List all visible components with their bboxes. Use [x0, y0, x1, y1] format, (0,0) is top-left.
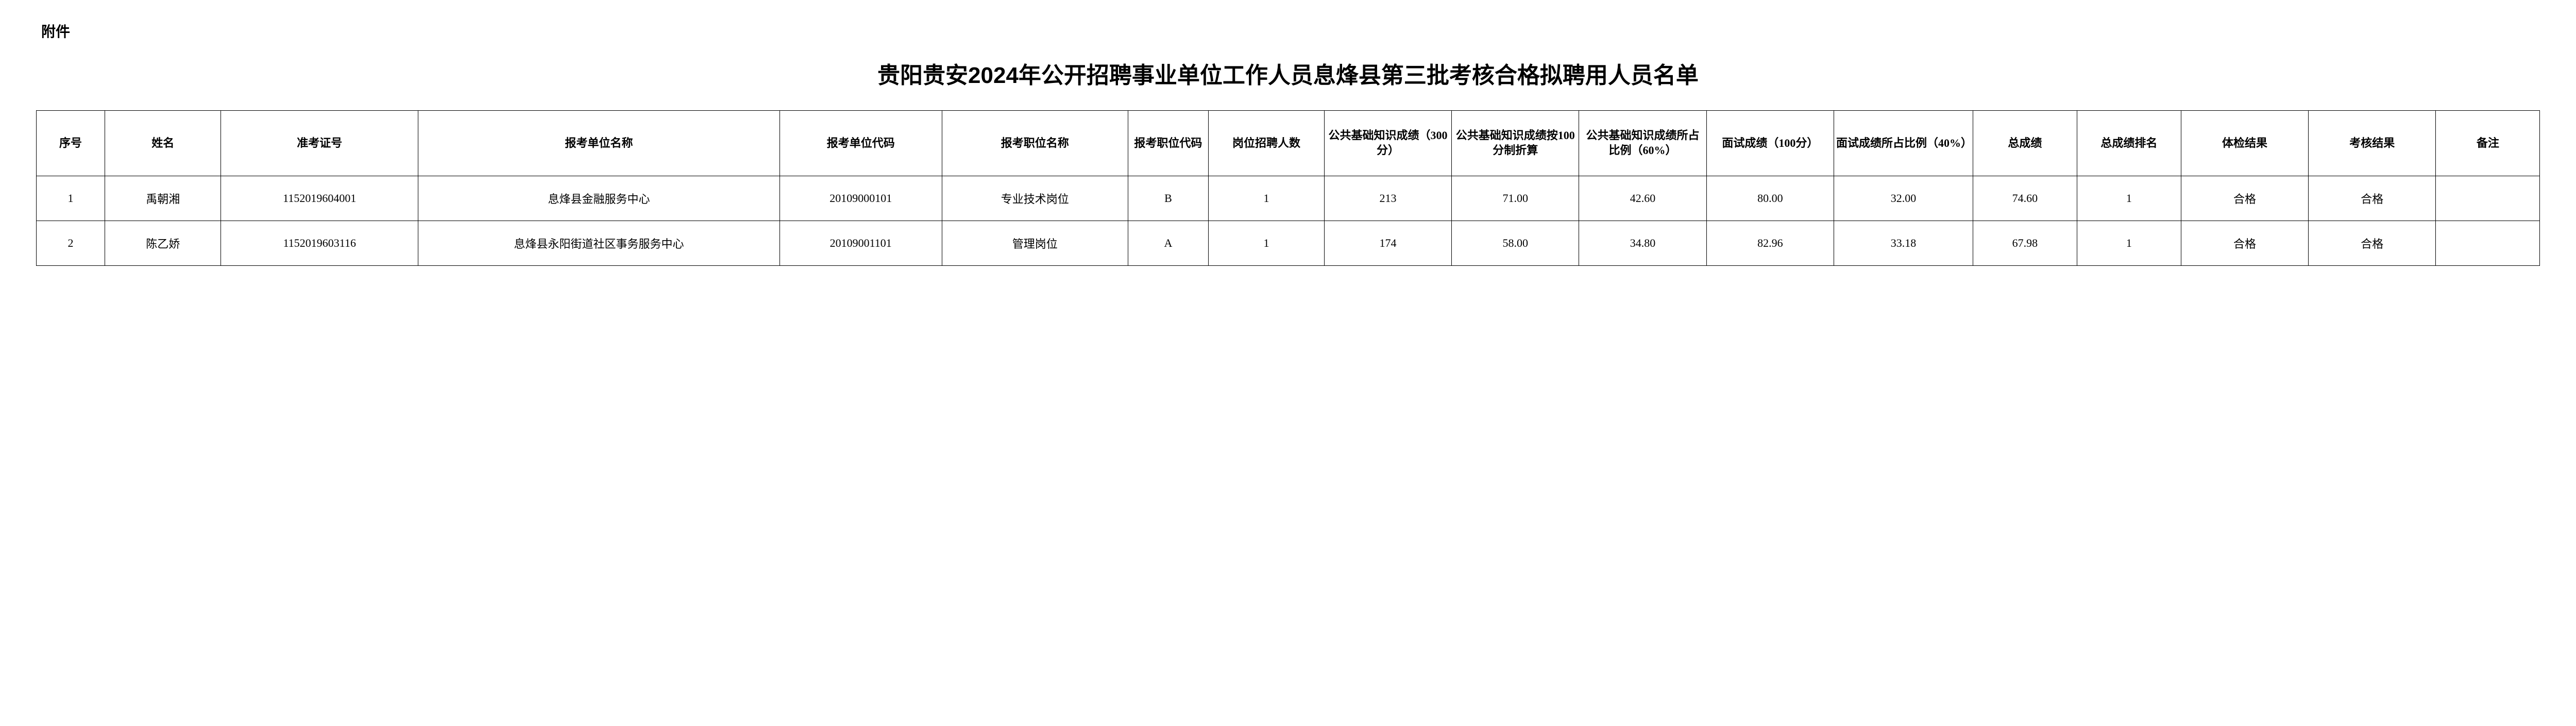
cell-score300: 174	[1324, 221, 1451, 266]
header-score60: 公共基础知识成绩所占比例（60%）	[1579, 111, 1706, 176]
attachment-label: 附件	[41, 21, 2566, 41]
cell-name: 陈乙娇	[105, 221, 221, 266]
personnel-table: 序号 姓名 准考证号 报考单位名称 报考单位代码 报考职位名称 报考职位代码 岗…	[36, 110, 2540, 266]
cell-score100: 71.00	[1452, 176, 1579, 221]
cell-ticket: 1152019603116	[221, 221, 418, 266]
header-remark: 备注	[2436, 111, 2540, 176]
cell-interview: 80.00	[1706, 176, 1834, 221]
cell-unitcode: 20109000101	[779, 176, 942, 221]
cell-remark	[2436, 176, 2540, 221]
cell-score100: 58.00	[1452, 221, 1579, 266]
header-interview: 面试成绩（100分）	[1706, 111, 1834, 176]
header-score100: 公共基础知识成绩按100分制折算	[1452, 111, 1579, 176]
cell-physical: 合格	[2181, 176, 2308, 221]
header-recruit: 岗位招聘人数	[1209, 111, 1325, 176]
cell-recruit: 1	[1209, 221, 1325, 266]
cell-recruit: 1	[1209, 176, 1325, 221]
cell-name: 禹朝湘	[105, 176, 221, 221]
header-position: 报考职位名称	[942, 111, 1128, 176]
cell-seq: 2	[36, 221, 105, 266]
cell-unit: 息烽县永阳街道社区事务服务中心	[418, 221, 779, 266]
cell-poscode: A	[1128, 221, 1209, 266]
cell-interview40: 32.00	[1834, 176, 1973, 221]
header-ticket: 准考证号	[221, 111, 418, 176]
cell-total: 74.60	[1973, 176, 2077, 221]
cell-seq: 1	[36, 176, 105, 221]
cell-poscode: B	[1128, 176, 1209, 221]
table-header-row: 序号 姓名 准考证号 报考单位名称 报考单位代码 报考职位名称 报考职位代码 岗…	[36, 111, 2540, 176]
cell-score300: 213	[1324, 176, 1451, 221]
header-poscode: 报考职位代码	[1128, 111, 1209, 176]
cell-ticket: 1152019604001	[221, 176, 418, 221]
header-interview40: 面试成绩所占比例（40%）	[1834, 111, 1973, 176]
cell-physical: 合格	[2181, 221, 2308, 266]
cell-remark	[2436, 221, 2540, 266]
cell-assess: 合格	[2309, 176, 2436, 221]
page-title: 贵阳贵安2024年公开招聘事业单位工作人员息烽县第三批考核合格拟聘用人员名单	[10, 57, 2566, 90]
cell-unitcode: 20109001101	[779, 221, 942, 266]
cell-position: 专业技术岗位	[942, 176, 1128, 221]
header-seq: 序号	[36, 111, 105, 176]
cell-unit: 息烽县金融服务中心	[418, 176, 779, 221]
cell-interview40: 33.18	[1834, 221, 1973, 266]
header-physical: 体检结果	[2181, 111, 2308, 176]
cell-score60: 34.80	[1579, 221, 1706, 266]
cell-rank: 1	[2077, 176, 2181, 221]
header-assess: 考核结果	[2309, 111, 2436, 176]
cell-assess: 合格	[2309, 221, 2436, 266]
header-unit: 报考单位名称	[418, 111, 779, 176]
header-name: 姓名	[105, 111, 221, 176]
header-rank: 总成绩排名	[2077, 111, 2181, 176]
cell-interview: 82.96	[1706, 221, 1834, 266]
cell-total: 67.98	[1973, 221, 2077, 266]
cell-position: 管理岗位	[942, 221, 1128, 266]
header-unitcode: 报考单位代码	[779, 111, 942, 176]
table-row: 1 禹朝湘 1152019604001 息烽县金融服务中心 2010900010…	[36, 176, 2540, 221]
header-total: 总成绩	[1973, 111, 2077, 176]
header-score300: 公共基础知识成绩（300分）	[1324, 111, 1451, 176]
table-row: 2 陈乙娇 1152019603116 息烽县永阳街道社区事务服务中心 2010…	[36, 221, 2540, 266]
cell-score60: 42.60	[1579, 176, 1706, 221]
cell-rank: 1	[2077, 221, 2181, 266]
